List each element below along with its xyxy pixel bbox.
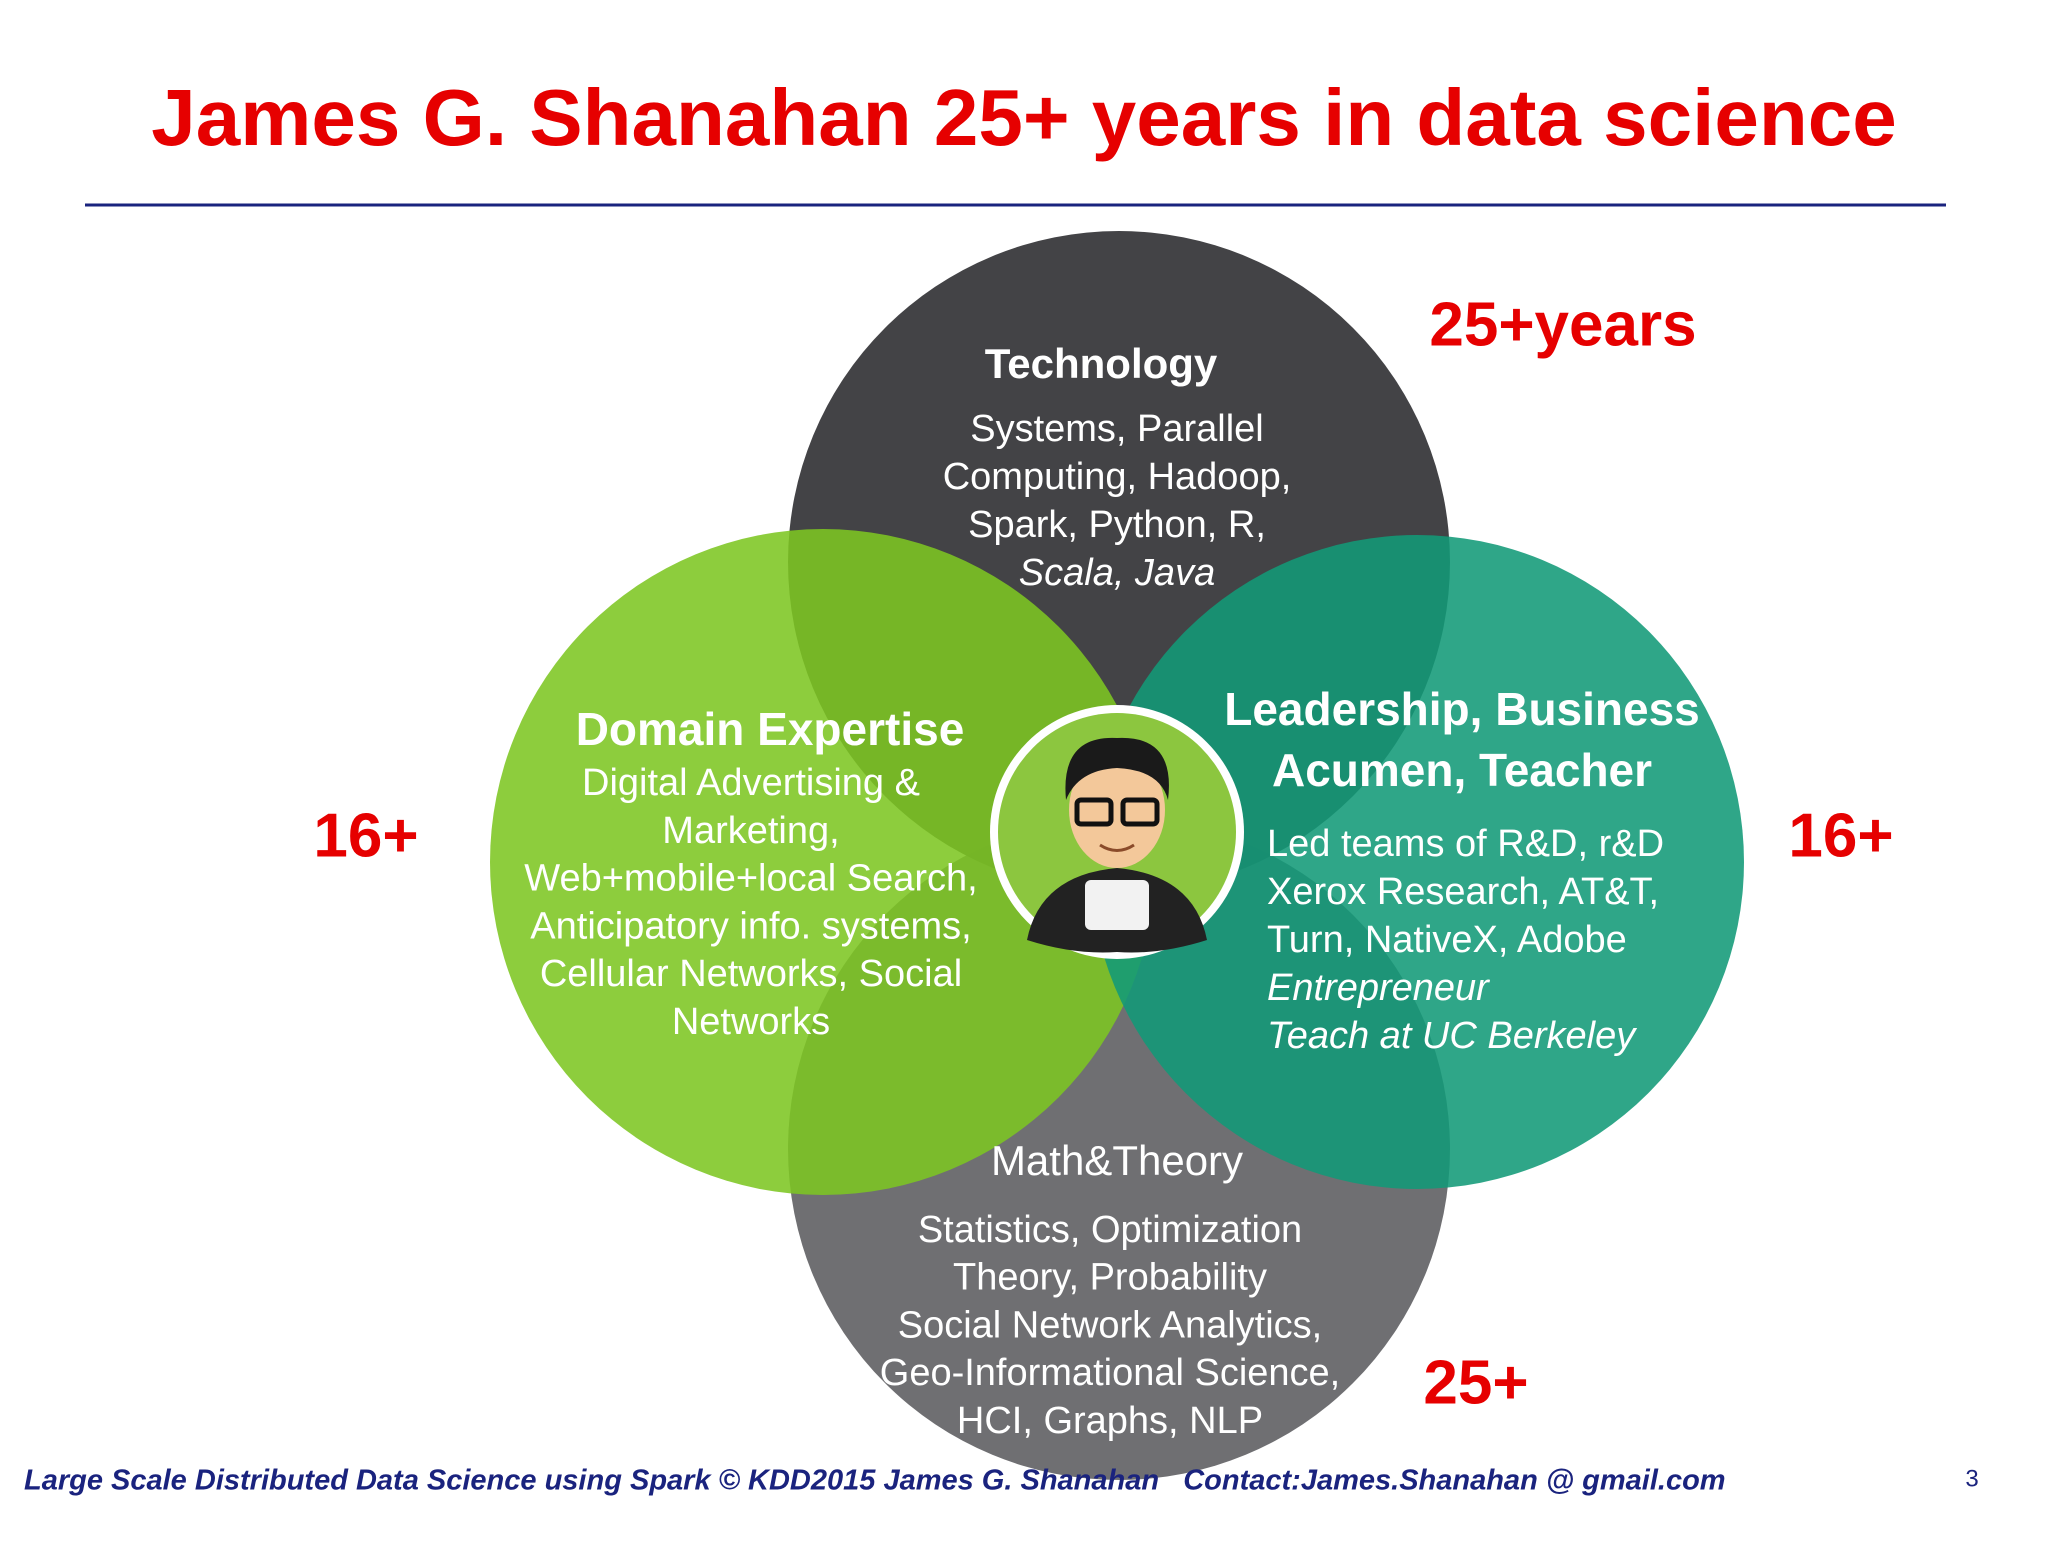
portrait-tablet	[1085, 880, 1149, 930]
circle-line: Web+mobile+local Search,	[524, 858, 977, 900]
math-years: 25+	[1423, 1348, 1528, 1417]
circle-line: Turn, NativeX, Adobe	[1267, 919, 1627, 961]
portrait-glasses-left	[1074, 797, 1114, 827]
circle-line: Xerox Research, AT&T,	[1267, 871, 1659, 913]
circle-line: Cellular Networks, Social	[540, 953, 962, 995]
domain-circle	[490, 529, 1156, 1195]
title: James G. Shanahan 25+ years in data scie…	[151, 73, 1896, 162]
footer-text: Large Scale Distributed Data Science usi…	[24, 1465, 1726, 1497]
leadership-years: 16+	[1788, 801, 1893, 870]
circle-line: Geo-Informational Science,	[880, 1352, 1340, 1394]
portrait-glasses-right	[1120, 797, 1160, 827]
circle-line: Marketing,	[662, 810, 839, 852]
circle-line: Scala, Java	[1019, 552, 1215, 594]
portrait	[990, 705, 1244, 959]
portrait-face	[1069, 752, 1165, 868]
circle-line: Networks	[672, 1001, 830, 1043]
circle-line: Theory, Probability	[953, 1257, 1267, 1299]
circle-line: Systems, Parallel	[970, 408, 1264, 450]
circle-heading: Math&Theory	[991, 1137, 1243, 1184]
circle-heading: Domain Expertise	[576, 703, 965, 755]
circle-line: HCI, Graphs, NLP	[957, 1400, 1263, 1442]
circle-line: Statistics, Optimization	[918, 1209, 1302, 1251]
circle-heading: Technology	[985, 340, 1218, 387]
circle-line: Social Network Analytics,	[898, 1304, 1323, 1346]
circle-heading: Leadership, Business Acumen, Teacher	[1224, 683, 1700, 796]
domain-years: 16+	[313, 801, 418, 870]
circle-line: Entrepreneur	[1267, 967, 1490, 1009]
leadership-circle	[1090, 535, 1744, 1189]
circle-line: Digital Advertising &	[582, 762, 920, 804]
circle-line: Spark, Python, R,	[968, 504, 1266, 546]
portrait-hair	[1065, 737, 1169, 800]
circle-line: Led teams of R&D, r&D	[1267, 823, 1664, 865]
page-number: 3	[1965, 1465, 1978, 1492]
circle-line: Teach at UC Berkeley	[1267, 1015, 1637, 1057]
circle-line: Computing, Hadoop,	[943, 456, 1292, 498]
circle-line: Anticipatory info. systems,	[530, 905, 971, 947]
portrait-smile	[1099, 843, 1135, 852]
technology-years: 25+years	[1429, 290, 1696, 359]
